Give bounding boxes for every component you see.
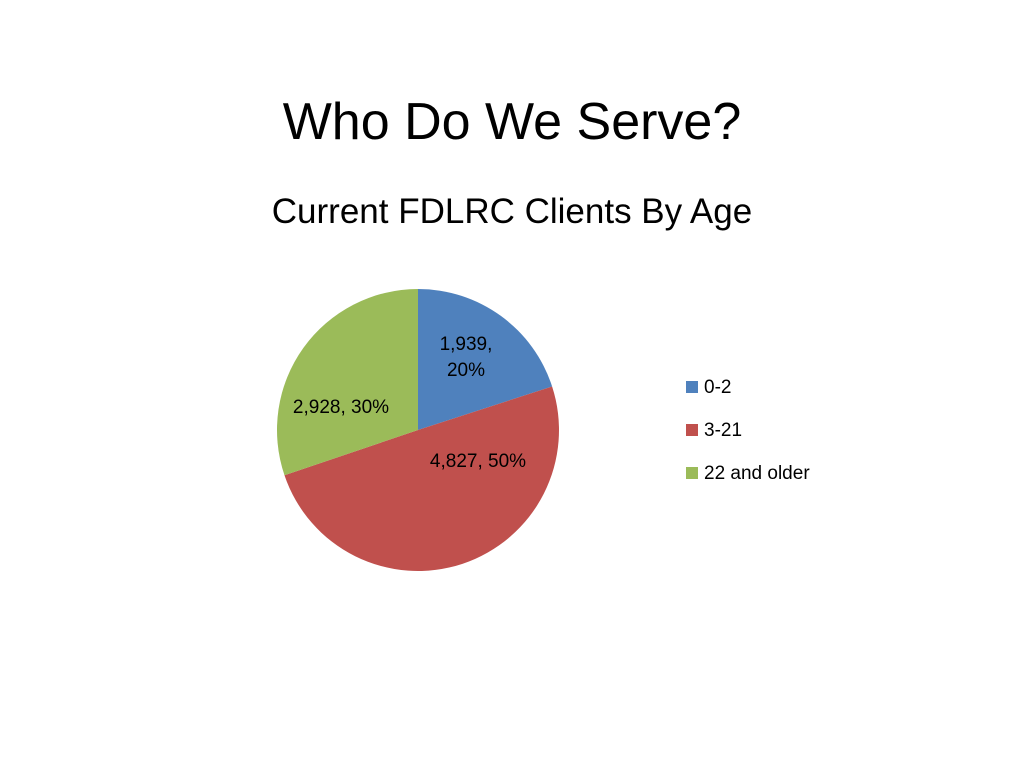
legend-swatch <box>686 424 698 436</box>
data-label: 2,928, 30% <box>292 397 390 418</box>
pie-slice <box>277 289 418 476</box>
data-label: 1,939, 20% <box>439 334 493 381</box>
pie-slice <box>284 386 559 571</box>
legend-label: 3-21 <box>704 420 742 441</box>
slide-title: Who Do We Serve? <box>282 93 742 151</box>
data-label: 4,827, 50% <box>429 451 527 472</box>
slide-subtitle: Current FDLRC Clients By Age <box>271 192 753 231</box>
legend-label: 0-2 <box>704 377 731 398</box>
legend-swatch <box>686 381 698 393</box>
pie-slice <box>418 289 553 430</box>
legend-label: 22 and older <box>704 463 810 484</box>
legend-swatch <box>686 467 698 479</box>
